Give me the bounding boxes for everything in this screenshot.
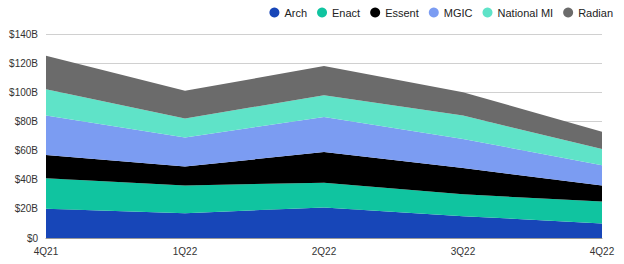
svg-text:Essent: Essent [385, 7, 419, 19]
svg-text:$40B: $40B [15, 174, 39, 185]
svg-text:$20B: $20B [15, 203, 39, 214]
svg-text:Arch: Arch [284, 7, 307, 19]
svg-text:1Q22: 1Q22 [173, 246, 198, 257]
svg-text:Enact: Enact [332, 7, 360, 19]
svg-text:3Q22: 3Q22 [451, 246, 476, 257]
svg-text:4Q22: 4Q22 [590, 246, 615, 257]
svg-text:MGIC: MGIC [444, 7, 473, 19]
svg-text:2Q22: 2Q22 [312, 246, 337, 257]
svg-text:$120B: $120B [9, 58, 38, 69]
svg-text:$0: $0 [27, 233, 39, 244]
svg-text:4Q21: 4Q21 [34, 246, 59, 257]
svg-text:Radian: Radian [578, 7, 613, 19]
svg-text:$60B: $60B [15, 145, 39, 156]
svg-text:$80B: $80B [15, 116, 39, 127]
svg-text:National MI: National MI [498, 7, 554, 19]
svg-text:$100B: $100B [9, 87, 38, 98]
svg-text:$140B: $140B [9, 29, 38, 40]
